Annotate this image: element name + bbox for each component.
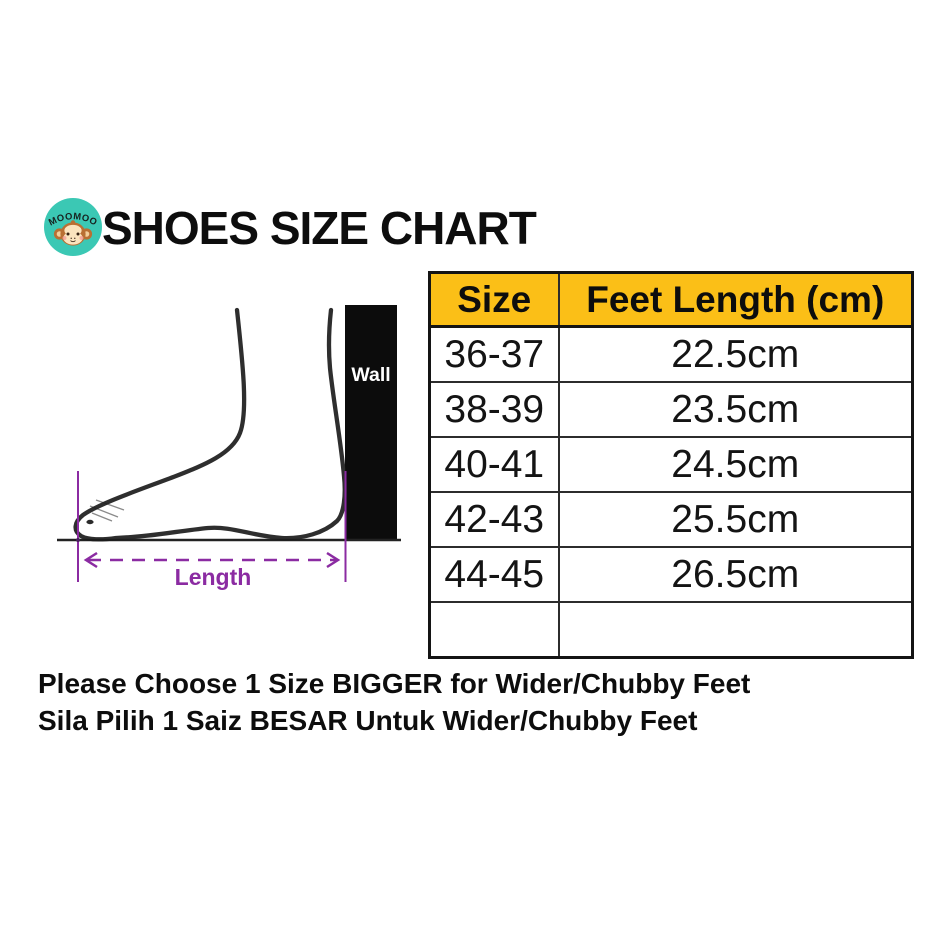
notes-block: Please Choose 1 Size BIGGER for Wider/Ch… <box>38 665 750 739</box>
feet-length-cell: 24.5cm <box>557 436 914 493</box>
table-header-feet-length: Feet Length (cm) <box>557 271 914 328</box>
size-table: Size Feet Length (cm) 36-37 22.5cm 38-39… <box>428 271 914 659</box>
svg-text:MOOMOO: MOOMOO <box>47 210 100 227</box>
monkey-icon <box>53 220 93 246</box>
size-cell <box>428 601 560 659</box>
length-dimension-line <box>77 471 347 582</box>
feet-length-cell: 26.5cm <box>557 546 914 603</box>
brand-logo: MOOMOO <box>44 198 102 256</box>
feet-length-cell: 23.5cm <box>557 381 914 438</box>
table-row: 36-37 22.5cm <box>428 325 914 383</box>
foot-outline <box>73 307 347 542</box>
size-cell: 42-43 <box>428 491 560 548</box>
feet-length-cell: 22.5cm <box>557 325 914 383</box>
feet-length-cell: 25.5cm <box>557 491 914 548</box>
size-table-container: Size Feet Length (cm) 36-37 22.5cm 38-39… <box>428 271 914 659</box>
brand-name: MOOMOO <box>47 210 100 227</box>
measure-origin-dot <box>76 538 80 542</box>
table-header-size: Size <box>428 271 560 328</box>
table-row: 44-45 26.5cm <box>428 546 914 603</box>
length-label: Length <box>175 564 252 590</box>
size-cell: 36-37 <box>428 325 560 383</box>
note-line-1: Please Choose 1 Size BIGGER for Wider/Ch… <box>38 668 751 699</box>
table-row-empty <box>428 601 914 659</box>
toe-mark <box>86 519 94 525</box>
size-cell: 38-39 <box>428 381 560 438</box>
page-title: SHOES SIZE CHART <box>102 202 537 254</box>
table-row: 38-39 23.5cm <box>428 381 914 438</box>
wall-label: Wall <box>351 364 390 386</box>
size-cell: 44-45 <box>428 546 560 603</box>
wall-block <box>345 305 397 540</box>
note-line-2: Sila Pilih 1 Saiz BESAR Untuk Wider/Chub… <box>38 705 698 736</box>
table-header-row: Size Feet Length (cm) <box>428 271 914 328</box>
measurement-diagram: Wall Length <box>57 305 401 590</box>
feet-length-cell <box>557 601 914 659</box>
size-cell: 40-41 <box>428 436 560 493</box>
table-row: 42-43 25.5cm <box>428 491 914 548</box>
table-row: 40-41 24.5cm <box>428 436 914 493</box>
